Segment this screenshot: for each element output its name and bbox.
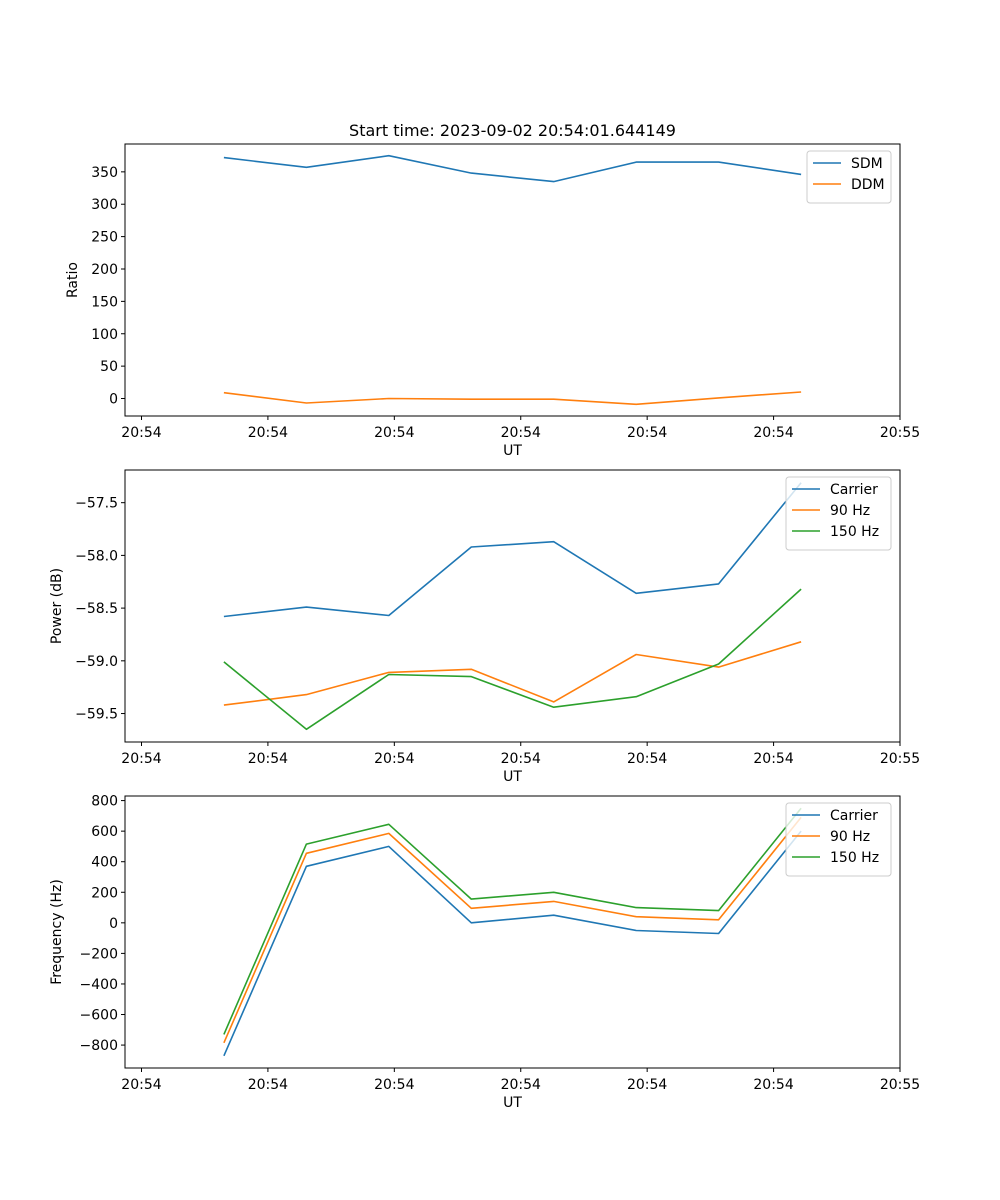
x-tick-label: 20:54 xyxy=(627,1077,667,1093)
y-tick-label: −58.5 xyxy=(75,601,118,617)
series-line-150-hz xyxy=(223,807,802,1035)
legend: SDM DDM xyxy=(806,150,892,204)
x-tick-label: 20:54 xyxy=(374,1077,414,1093)
legend-label: SDM xyxy=(851,156,883,172)
x-tick-label: 20:55 xyxy=(880,1077,920,1093)
y-axis-label: Power (dB) xyxy=(49,568,65,644)
y-tick-label: −400 xyxy=(80,977,118,993)
x-tick-label: 20:54 xyxy=(248,751,288,767)
series-line-carrier xyxy=(223,482,802,618)
y-tick-label: −59.0 xyxy=(75,654,118,670)
y-tick-label: 0 xyxy=(109,916,118,932)
y-axis-label: Frequency (Hz) xyxy=(49,879,65,985)
y-tick-label: 800 xyxy=(91,794,118,810)
legend-label: 150 Hz xyxy=(830,524,879,540)
series-line-150-hz xyxy=(223,588,802,731)
legend-label: 150 Hz xyxy=(830,850,879,866)
y-tick-label: 150 xyxy=(91,294,118,310)
y-tick-label: −58.0 xyxy=(75,548,118,564)
y-tick-label: 400 xyxy=(91,855,118,871)
legend-label: DDM xyxy=(851,177,885,193)
axes-frame xyxy=(124,469,901,743)
legend-label: Carrier xyxy=(830,808,878,824)
y-tick-label: −57.5 xyxy=(75,496,118,512)
x-tick-label: 20:54 xyxy=(248,1077,288,1093)
y-tick-label: −59.5 xyxy=(75,707,118,723)
chart-3: 20:54 20:54 20:54 20:54 20:54 20:54 20:55 −800 −… xyxy=(49,794,920,1111)
axes-frame xyxy=(124,143,901,417)
series-line-90-hz xyxy=(223,816,802,1044)
x-axis-label: UT xyxy=(503,1095,522,1111)
y-tick-label: 100 xyxy=(91,327,118,343)
y-tick-label: 300 xyxy=(91,197,118,213)
chart-2: 20:54 20:54 20:54 20:54 20:54 20:54 20:55 −59.5… xyxy=(49,469,920,785)
y-tick-label: −600 xyxy=(80,1008,118,1024)
y-tick-label: 250 xyxy=(91,230,118,246)
y-tick-label: −800 xyxy=(80,1038,118,1054)
series-line-90-hz xyxy=(223,641,802,706)
x-axis-label: UT xyxy=(503,443,522,459)
x-tick-label: 20:54 xyxy=(248,425,288,441)
x-tick-label: 20:54 xyxy=(753,1077,793,1093)
y-tick-label: 350 xyxy=(91,165,118,181)
x-tick-label: 20:54 xyxy=(121,1077,161,1093)
x-tick-label: 20:54 xyxy=(121,751,161,767)
x-tick-label: 20:54 xyxy=(501,425,541,441)
legend-label: 90 Hz xyxy=(830,829,870,845)
x-tick-label: 20:54 xyxy=(627,425,667,441)
y-tick-label: 50 xyxy=(100,359,118,375)
x-tick-label: 20:55 xyxy=(880,425,920,441)
legend: Carrier 90 Hz 150 Hz xyxy=(785,476,892,551)
x-tick-label: 20:54 xyxy=(627,751,667,767)
x-tick-label: 20:54 xyxy=(501,751,541,767)
x-tick-label: 20:54 xyxy=(753,425,793,441)
chart-1: Start time: 2023-09-02 20:54:01.644149 20… xyxy=(65,121,920,459)
y-tick-label: 200 xyxy=(91,262,118,278)
x-tick-label: 20:54 xyxy=(374,751,414,767)
x-tick-label: 20:54 xyxy=(374,425,414,441)
axes-frame xyxy=(124,795,901,1069)
x-tick-label: 20:55 xyxy=(880,751,920,767)
x-axis-label: UT xyxy=(503,769,522,785)
chart-root: Start time: 2023-09-02 20:54:01.644149 20… xyxy=(49,121,920,1111)
x-tick-label: 20:54 xyxy=(501,1077,541,1093)
y-tick-label: 600 xyxy=(91,824,118,840)
legend: Carrier 90 Hz 150 Hz xyxy=(785,802,892,877)
x-tick-label: 20:54 xyxy=(121,425,161,441)
y-tick-label: −200 xyxy=(80,946,118,962)
y-axis-label: Ratio xyxy=(65,262,81,298)
chart-title: Start time: 2023-09-02 20:54:01.644149 xyxy=(349,121,676,140)
legend-label: Carrier xyxy=(830,482,878,498)
y-tick-label: 200 xyxy=(91,885,118,901)
x-tick-label: 20:54 xyxy=(753,751,793,767)
y-tick-label: 0 xyxy=(109,392,118,408)
legend-box xyxy=(806,150,892,204)
series-line-carrier xyxy=(223,830,802,1057)
series-line-sdm xyxy=(223,154,802,183)
series-line-ddm xyxy=(223,391,802,406)
legend-label: 90 Hz xyxy=(830,503,870,519)
